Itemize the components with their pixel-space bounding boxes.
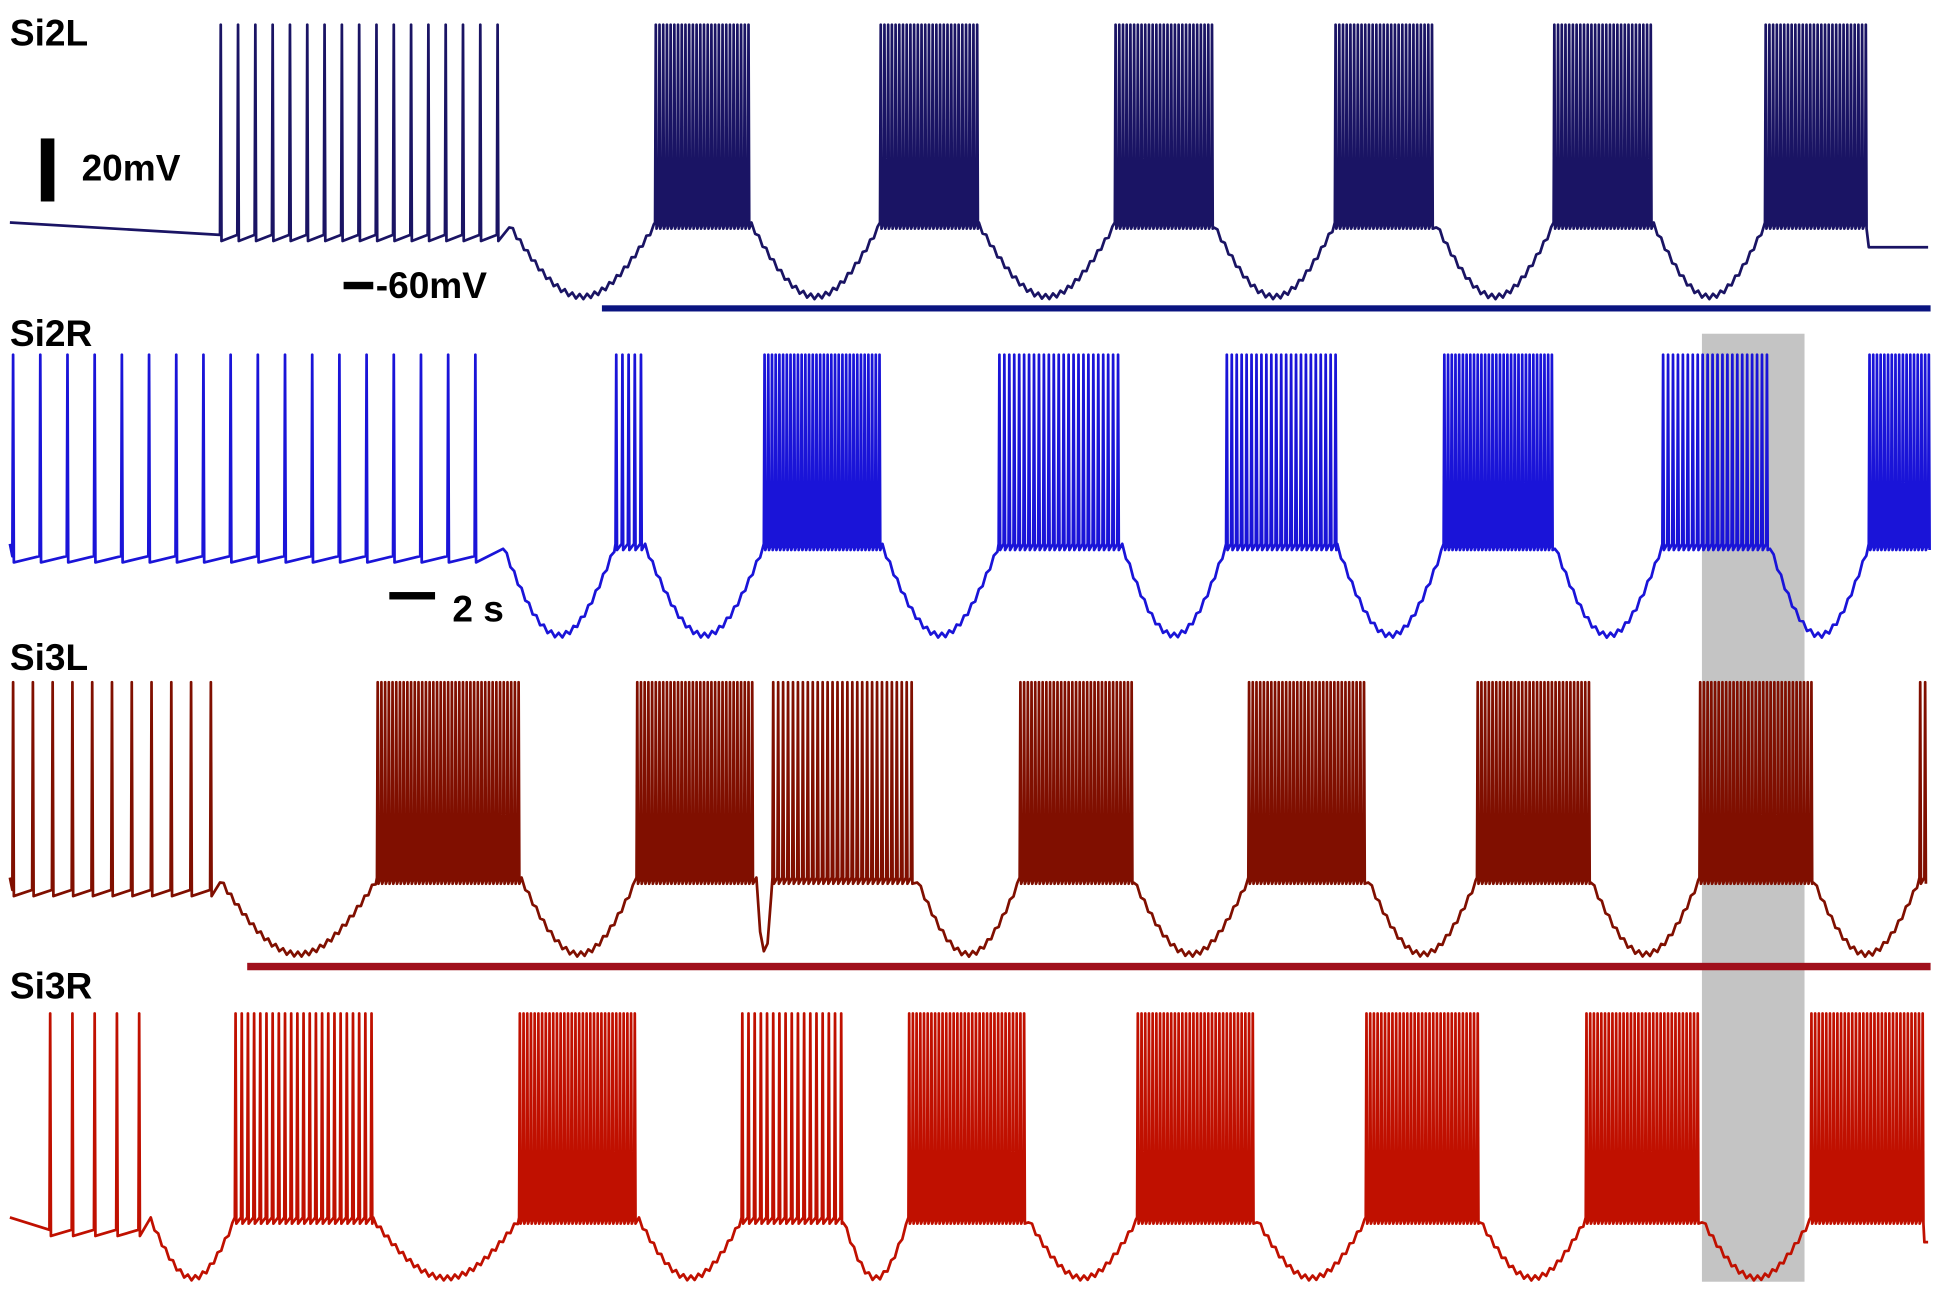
trace-label: Si2L [10, 12, 88, 54]
voltage-trace [9, 23, 1929, 301]
voltage-trace [9, 1012, 1929, 1282]
voltage-scale-label: 20mV [82, 146, 181, 188]
time-scale-bar [389, 592, 436, 600]
trace-label: Si3L [10, 636, 88, 678]
time-scale-label: 2 s [452, 588, 504, 630]
voltage-trace [8, 353, 1931, 640]
stimulus-bar [247, 962, 1931, 971]
traces [8, 23, 1931, 1282]
voltage-trace [8, 680, 1928, 959]
stimulus-bar [601, 305, 1931, 312]
potential-label: -60mV [376, 264, 488, 306]
trace-label: Si2R [10, 312, 92, 354]
potential-marker [343, 281, 374, 290]
voltage-scale-bar [40, 138, 55, 202]
trace-label: Si3R [10, 965, 92, 1007]
